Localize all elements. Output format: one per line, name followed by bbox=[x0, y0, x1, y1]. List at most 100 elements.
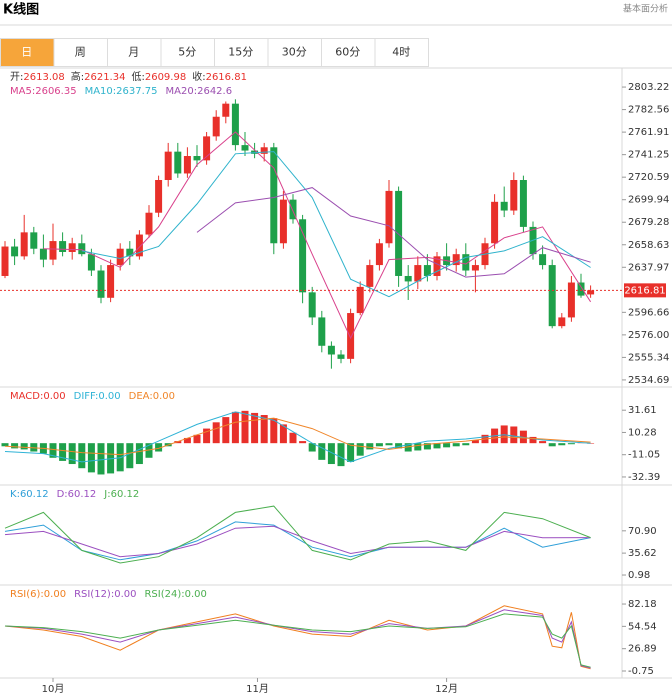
y-tick-label: -0.75 bbox=[628, 666, 654, 677]
macd-bar bbox=[78, 443, 86, 469]
macd-bar bbox=[212, 422, 220, 444]
macd-bar bbox=[347, 443, 355, 462]
tab-label[interactable]: 4时 bbox=[392, 46, 410, 59]
macd-bar bbox=[395, 443, 403, 449]
candle-body bbox=[567, 282, 575, 318]
legend-value: 2642.6 bbox=[197, 86, 232, 97]
y-tick-label: 2576.00 bbox=[628, 330, 669, 341]
macd-bar bbox=[452, 443, 460, 447]
candle-body bbox=[318, 317, 326, 346]
legend-sep: : bbox=[40, 589, 43, 600]
tab-label[interactable]: 月 bbox=[128, 46, 139, 59]
candle-body bbox=[462, 254, 470, 271]
macd-bar bbox=[443, 443, 451, 448]
macd-bar bbox=[529, 436, 537, 444]
macd-bar bbox=[375, 443, 383, 447]
legend: K:60.12 D:60.12 J:60.12 bbox=[10, 489, 139, 500]
macd-bar bbox=[289, 432, 297, 444]
legend-value: 0.00 bbox=[43, 391, 65, 402]
quote-sep: : bbox=[20, 72, 23, 83]
indicator-line bbox=[4, 613, 591, 668]
macd-bar bbox=[471, 440, 479, 444]
legend: RSI(6):0.00 RSI(12):0.00 RSI(24):0.00 bbox=[10, 589, 207, 600]
candle-body bbox=[375, 243, 383, 266]
macd-bar bbox=[59, 443, 67, 461]
fundamental-link[interactable]: 基本面分析 bbox=[623, 3, 668, 15]
tab-bg[interactable] bbox=[374, 38, 429, 67]
candle-body bbox=[107, 265, 115, 298]
y-tick-label: 82.18 bbox=[628, 599, 657, 610]
tab-label[interactable]: 5分 bbox=[178, 46, 196, 59]
quote-value: 2613.08 bbox=[23, 72, 64, 83]
y-tick-label: 35.62 bbox=[628, 548, 657, 559]
macd-bar bbox=[241, 410, 249, 444]
macd-bar bbox=[183, 437, 191, 444]
tab-label[interactable]: 日 bbox=[21, 46, 32, 59]
y-tick-label: 70.90 bbox=[628, 526, 657, 537]
candle-body bbox=[30, 232, 38, 249]
legend-sep: : bbox=[111, 589, 114, 600]
legend: MACD:0.00 DIFF:0.00 DEA:0.00 bbox=[10, 391, 175, 402]
y-tick-label: 10.28 bbox=[628, 427, 657, 438]
candle-body bbox=[68, 243, 76, 252]
legend-sep: : bbox=[40, 391, 43, 402]
indicator-line bbox=[4, 411, 591, 463]
tab-label[interactable]: 周 bbox=[75, 46, 86, 59]
candle-body bbox=[471, 265, 479, 271]
candle-body bbox=[126, 248, 134, 257]
quote-legend: 开:2613.08 高:2621.34 低:2609.98 收:2616.81 bbox=[10, 70, 247, 83]
legend-sep: : bbox=[107, 489, 110, 500]
quote-sep: : bbox=[141, 72, 144, 83]
indicator-line bbox=[4, 521, 591, 561]
tab-bg[interactable] bbox=[160, 38, 215, 67]
candle-body bbox=[212, 116, 220, 137]
legend-value: 0.00 bbox=[185, 589, 207, 600]
candle-body bbox=[116, 248, 124, 266]
y-tick-label: 2720.59 bbox=[628, 172, 669, 183]
y-tick-label: 0.98 bbox=[628, 570, 650, 581]
y-tick-label: 2555.34 bbox=[628, 352, 669, 363]
legend-value: 0.00 bbox=[114, 589, 136, 600]
candle-body bbox=[11, 246, 19, 257]
legend-sep: : bbox=[181, 589, 184, 600]
quote-value: 2616.81 bbox=[206, 72, 247, 83]
tab-label[interactable]: 60分 bbox=[335, 46, 360, 59]
y-tick-label: -32.39 bbox=[628, 472, 660, 483]
tab-bg[interactable] bbox=[0, 38, 55, 67]
x-tick-label: 12月 bbox=[435, 683, 458, 695]
legend-sep: : bbox=[95, 391, 98, 402]
macd-bar bbox=[404, 443, 412, 452]
macd-bar bbox=[193, 434, 201, 444]
macd-bar bbox=[251, 412, 259, 444]
legend-sep: : bbox=[194, 86, 197, 97]
macd-bar bbox=[539, 441, 547, 444]
tab-bg[interactable] bbox=[53, 38, 108, 67]
candle-body bbox=[558, 317, 566, 327]
y-tick-label: 2679.28 bbox=[628, 217, 669, 228]
candle-body bbox=[260, 147, 268, 154]
last-price-box bbox=[624, 283, 666, 298]
tab-bg[interactable] bbox=[107, 38, 162, 67]
quote-sep: : bbox=[202, 72, 205, 83]
quote-label: 收 bbox=[192, 70, 202, 83]
legend-value: 0.00 bbox=[44, 589, 66, 600]
quote-sep: : bbox=[81, 72, 84, 83]
tab-bg[interactable] bbox=[214, 38, 269, 67]
legend-name: MACD bbox=[10, 391, 40, 402]
tab-label[interactable]: 15分 bbox=[228, 46, 253, 59]
candle-body bbox=[222, 103, 230, 117]
macd-bar bbox=[279, 424, 287, 444]
tab-bg[interactable] bbox=[267, 38, 322, 67]
candle-body bbox=[500, 201, 508, 211]
indicator-line bbox=[196, 187, 591, 278]
y-tick-label: 54.54 bbox=[628, 621, 657, 632]
macd-bar bbox=[107, 443, 115, 474]
candle-body bbox=[59, 241, 67, 252]
legend-value: 0.00 bbox=[98, 391, 120, 402]
macd-bar bbox=[49, 443, 57, 458]
quote-label: 低 bbox=[131, 70, 141, 83]
tab-label[interactable]: 30分 bbox=[282, 46, 307, 59]
candle-body bbox=[87, 254, 95, 271]
candle-body bbox=[414, 265, 422, 282]
